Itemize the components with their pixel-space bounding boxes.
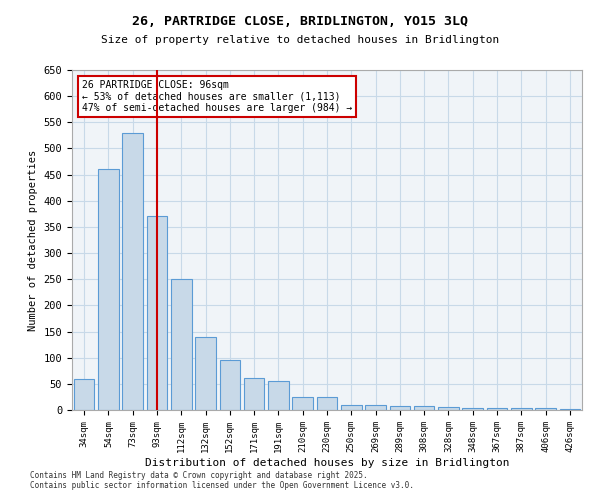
Bar	[122, 133, 143, 410]
Text: Contains HM Land Registry data © Crown copyright and database right 2025.
Contai: Contains HM Land Registry data © Crown c…	[30, 470, 414, 490]
Text: 26, PARTRIDGE CLOSE, BRIDLINGTON, YO15 3LQ: 26, PARTRIDGE CLOSE, BRIDLINGTON, YO15 3…	[132, 15, 468, 28]
Bar	[146, 216, 167, 410]
Bar	[535, 408, 556, 410]
Bar	[463, 408, 483, 410]
Text: 26 PARTRIDGE CLOSE: 96sqm
← 53% of detached houses are smaller (1,113)
47% of se: 26 PARTRIDGE CLOSE: 96sqm ← 53% of detac…	[82, 80, 352, 114]
Bar	[389, 406, 410, 410]
X-axis label: Distribution of detached houses by size in Bridlington: Distribution of detached houses by size …	[145, 458, 509, 468]
Bar	[195, 337, 216, 410]
Bar	[220, 360, 240, 410]
Bar	[438, 407, 459, 410]
Bar	[560, 409, 580, 410]
Y-axis label: Number of detached properties: Number of detached properties	[28, 150, 38, 330]
Bar	[511, 408, 532, 410]
Bar	[317, 397, 337, 410]
Bar	[487, 408, 508, 410]
Text: Size of property relative to detached houses in Bridlington: Size of property relative to detached ho…	[101, 35, 499, 45]
Bar	[414, 406, 434, 410]
Bar	[244, 378, 265, 410]
Bar	[268, 381, 289, 410]
Bar	[74, 378, 94, 410]
Bar	[365, 405, 386, 410]
Bar	[98, 170, 119, 410]
Bar	[171, 279, 191, 410]
Bar	[341, 405, 362, 410]
Bar	[292, 397, 313, 410]
